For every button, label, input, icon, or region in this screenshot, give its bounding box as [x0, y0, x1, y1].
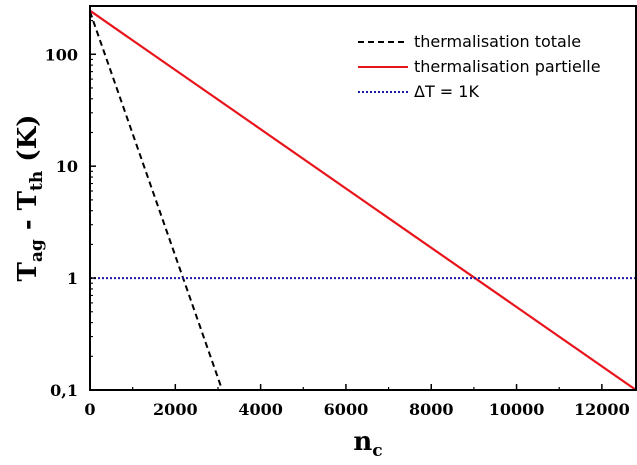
axis-layer: 0 2000 4000 6000 8000 10000 12000 0,1 1 10 100	[45, 20, 630, 419]
y-tick-label: 10	[56, 157, 78, 176]
legend-label: ΔT = 1K	[414, 82, 479, 101]
y-axis-title-unit: (K)	[13, 115, 43, 171]
x-axis-title: nc	[353, 427, 382, 461]
x-tick-label: 2000	[153, 400, 198, 419]
y-axis-title-s1: ag	[27, 239, 47, 262]
x-tick-label: 4000	[238, 400, 283, 419]
y-axis-title-s2: th	[27, 171, 47, 191]
y-axis-title: Tag - Tth (K)	[13, 115, 47, 282]
y-axis-title-t1: T	[13, 262, 43, 282]
x-tick-label: 8000	[409, 400, 454, 419]
x-tick-label: 6000	[324, 400, 369, 419]
x-axis-title-sub: c	[372, 441, 382, 461]
legend: thermalisation totale thermalisation part…	[358, 32, 601, 101]
plot-frame	[89, 5, 637, 391]
x-tick-label: 0	[84, 400, 95, 419]
y-tick-label: 1	[67, 269, 78, 288]
y-axis-title-mid: - T	[13, 190, 43, 239]
x-tick-label: 10000	[489, 400, 545, 419]
series-line-0	[89, 11, 224, 391]
y-tick-label: 100	[45, 45, 78, 64]
y-tick-label: 0,1	[50, 381, 78, 400]
series-layer	[89, 9, 637, 391]
x-tick-label: 12000	[574, 400, 630, 419]
legend-label: thermalisation partielle	[414, 57, 601, 76]
legend-label: thermalisation totale	[414, 32, 581, 51]
series-line-1	[89, 9, 637, 391]
x-axis-title-main: n	[353, 427, 372, 457]
